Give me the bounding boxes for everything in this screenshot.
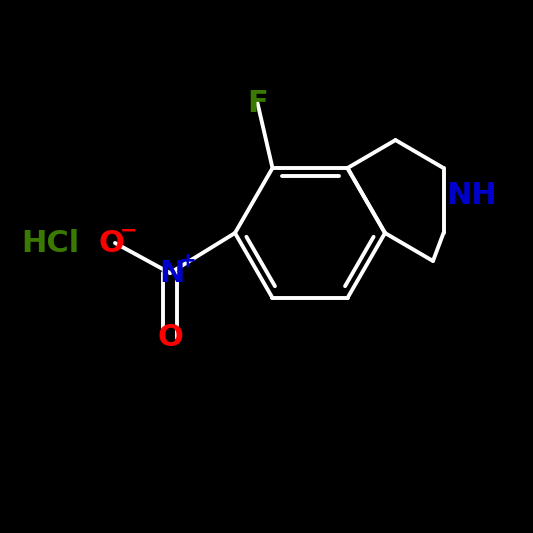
Text: +: + [179,251,197,271]
Text: HCl: HCl [21,229,79,257]
Text: O: O [98,229,124,257]
Text: NH: NH [446,181,497,210]
Text: N: N [159,259,185,287]
Text: O: O [157,324,183,352]
Text: −: − [120,221,138,241]
Text: F: F [247,88,268,118]
